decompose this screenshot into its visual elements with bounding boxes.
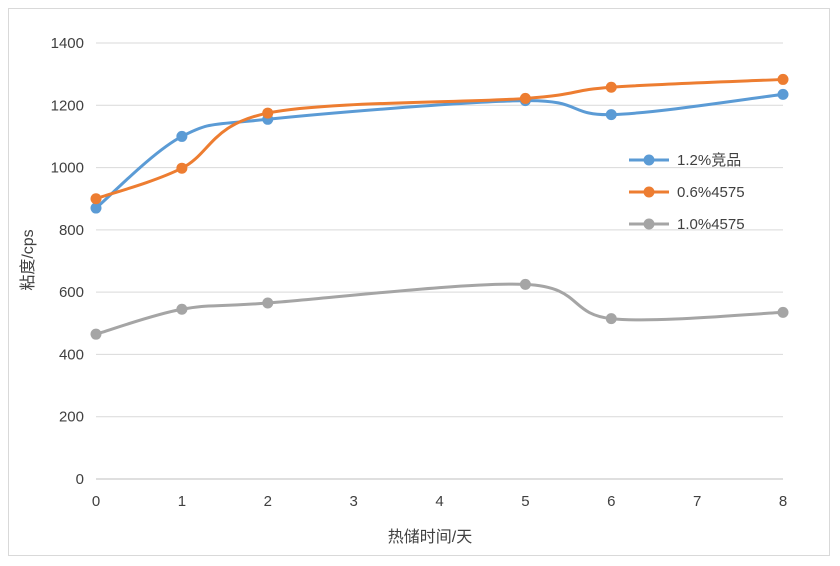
legend-marker <box>643 186 655 198</box>
gridlines <box>96 42 783 480</box>
legend-item: 0.6%4575 <box>629 184 745 201</box>
data-point <box>519 278 531 290</box>
x-tick-label: 7 <box>693 493 701 510</box>
data-point <box>176 303 188 315</box>
series-group <box>90 73 789 340</box>
x-tick-labels: 0 1 2 3 4 5 6 7 8 <box>92 493 787 510</box>
x-tick-label: 3 <box>349 493 357 510</box>
y-tick-label: 1400 <box>51 35 84 52</box>
data-point <box>777 88 789 100</box>
series-line <box>94 282 785 336</box>
y-tick-label: 1200 <box>51 97 84 114</box>
data-point <box>519 92 531 104</box>
x-tick-label: 4 <box>435 493 443 510</box>
series-2 <box>90 73 789 205</box>
data-point <box>777 306 789 318</box>
data-point <box>777 73 789 85</box>
series-3 <box>90 278 789 340</box>
x-tick-label: 8 <box>779 493 787 510</box>
series-line <box>94 77 785 201</box>
data-point <box>90 193 102 205</box>
legend-item: 1.0%4575 <box>629 216 745 233</box>
data-point <box>90 328 102 340</box>
x-axis-title: 热储时间/天 <box>388 528 472 546</box>
legend: 1.2%竞品 0.6%4575 1.0%4575 <box>629 151 745 233</box>
legend-label: 1.2%竞品 <box>677 151 741 169</box>
y-axis-title: 粘度/cps <box>19 229 37 290</box>
legend-item: 1.2%竞品 <box>629 151 741 169</box>
x-tick-label: 5 <box>521 493 529 510</box>
y-tick-labels: 0 200 400 600 800 1000 1200 1400 <box>51 35 84 488</box>
data-point <box>176 162 188 174</box>
chart-frame <box>8 8 830 556</box>
x-tick-label: 6 <box>607 493 615 510</box>
y-tick-label: 400 <box>59 346 84 363</box>
data-point <box>176 130 188 142</box>
y-tick-label: 200 <box>59 409 84 426</box>
legend-label: 0.6%4575 <box>677 184 745 201</box>
y-tick-label: 800 <box>59 222 84 239</box>
data-point <box>90 202 102 214</box>
y-tick-label: 0 <box>76 471 84 488</box>
x-tick-label: 1 <box>178 493 186 510</box>
y-tick-label: 600 <box>59 284 84 301</box>
x-tick-label: 2 <box>264 493 272 510</box>
x-tick-label: 0 <box>92 493 100 510</box>
data-point <box>262 107 274 119</box>
data-point <box>262 297 274 309</box>
data-point <box>605 81 617 93</box>
legend-marker <box>643 218 655 230</box>
legend-label: 1.0%4575 <box>677 216 745 233</box>
data-point <box>605 313 617 325</box>
data-point <box>605 109 617 121</box>
y-tick-label: 1000 <box>51 160 84 177</box>
legend-marker <box>643 154 655 166</box>
